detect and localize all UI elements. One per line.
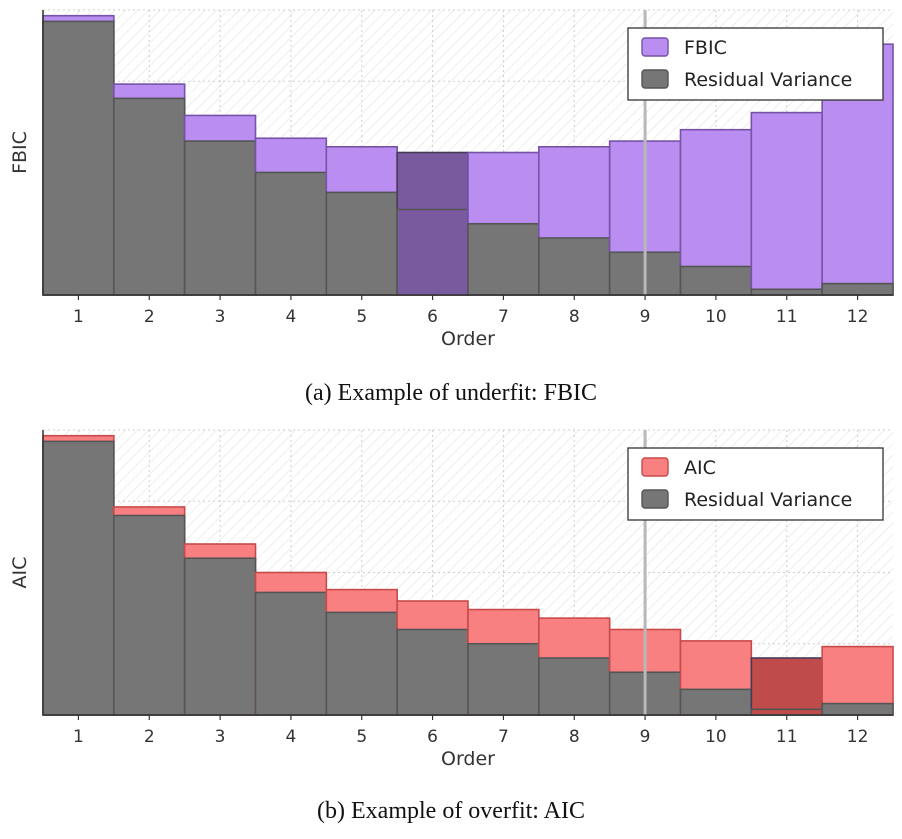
bar-residual-variance (325, 191, 398, 296)
bar-residual-variance (821, 282, 894, 296)
bar-residual-variance (325, 611, 398, 716)
bar-fbic (750, 111, 823, 296)
x-tick-label: 6 (427, 727, 438, 747)
legend-label: FBIC (684, 37, 727, 59)
x-tick-label: 1 (73, 727, 84, 747)
legend-swatch (641, 37, 669, 57)
x-tick-label: 6 (427, 307, 438, 327)
x-tick-label: 4 (286, 307, 297, 327)
panel-underfit: 1 2 3 4 5 6 7 8 9 10 11 12 Order FBIC FBIC Residual Var… (9, 9, 894, 406)
bar-residual-variance (538, 657, 611, 716)
bar-residual-variance (467, 222, 540, 296)
x-axis-title: Order (441, 328, 495, 350)
legend-label: Residual Variance (684, 69, 852, 91)
x-tick-label: 9 (640, 307, 651, 327)
x-tick-label: 12 (847, 727, 869, 747)
bar-aic (750, 657, 823, 716)
x-tick-label: 2 (144, 727, 155, 747)
x-tick-label: 5 (356, 307, 367, 327)
x-tick-label: 10 (705, 727, 727, 747)
y-axis-title: FBIC (9, 131, 31, 174)
legend-swatch (641, 69, 669, 89)
x-tick-label: 1 (73, 307, 84, 327)
bar-residual-variance (679, 265, 753, 296)
legend-box (627, 447, 884, 521)
bar-residual-variance (679, 688, 753, 716)
bar-residual-variance (113, 514, 186, 716)
bar-residual-variance (183, 557, 257, 716)
x-tick-label: 3 (215, 307, 226, 327)
caption-overfit: (b) Example of overfit: AIC (317, 798, 585, 824)
legend-swatch (641, 457, 669, 477)
bar-residual-variance (42, 20, 115, 296)
bar-residual-variance (113, 97, 186, 296)
bar-residual-variance (750, 708, 823, 716)
bar-residual-variance (750, 288, 823, 296)
bar-residual-variance (467, 642, 540, 716)
legend-box (627, 27, 884, 101)
bar-residual-variance (396, 208, 469, 296)
legend-swatch (641, 489, 669, 509)
x-tick-label: 7 (498, 307, 509, 327)
bar-residual-variance (821, 702, 894, 716)
bar-residual-variance (254, 171, 328, 296)
bar-residual-variance (42, 440, 115, 716)
panel-overfit: 1 2 3 4 5 6 7 8 9 10 11 12 Order AIC AIC Residual Varia… (0, 420, 902, 839)
x-tick-label: 5 (356, 727, 367, 747)
x-tick-label: 11 (776, 307, 798, 327)
x-tick-label: 9 (640, 727, 651, 747)
x-tick-label: 8 (569, 727, 580, 747)
bar-residual-variance (183, 140, 257, 296)
x-tick-label: 2 (144, 307, 155, 327)
legend-label: AIC (684, 457, 716, 479)
x-tick-label: 12 (847, 307, 869, 327)
x-tick-label: 4 (286, 727, 297, 747)
x-tick-label: 7 (498, 727, 509, 747)
y-axis-title: AIC (9, 557, 31, 589)
x-tick-label: 11 (776, 727, 798, 747)
x-tick-label: 8 (569, 307, 580, 327)
caption-underfit: (a) Example of underfit: FBIC (305, 380, 597, 406)
x-tick-label: 10 (705, 307, 727, 327)
bar-residual-variance (396, 628, 469, 716)
legend-label: Residual Variance (684, 489, 852, 511)
x-axis-title: Order (441, 748, 495, 770)
x-tick-label: 3 (215, 727, 226, 747)
bar-residual-variance (254, 591, 328, 716)
bar-residual-variance (538, 237, 611, 296)
